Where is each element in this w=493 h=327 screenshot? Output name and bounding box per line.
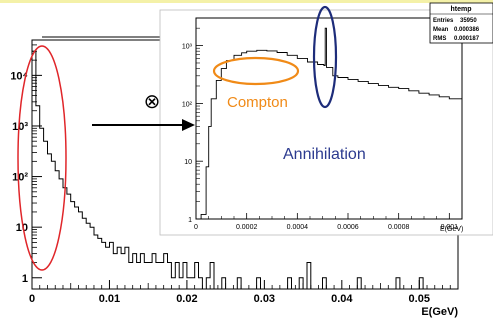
main-y-ticks: 1 10 10² 10³ 10⁴ (10, 39, 42, 285)
inset-chart: 1 10 10² 10³ 0 0.0002 0.0004 0.0006 0.0008 0.001… (182, 2, 493, 233)
main-y-tick-label: 10 (16, 222, 28, 234)
low-energy-ellipse (17, 45, 67, 271)
main-x-tick-label: 0.01 (99, 293, 120, 305)
inset-x-tick-label: 0.0008 (388, 224, 410, 231)
stats-box-frame (429, 2, 493, 44)
top-border (0, 0, 493, 3)
main-histogram-line (31, 50, 424, 289)
cross-symbol: ⊗ (144, 91, 161, 113)
inset-y-tick-label: 10² (182, 101, 193, 108)
stats-entries-label: Entries (433, 18, 454, 24)
inset-x-tick-label: 0 (194, 224, 198, 231)
compton-ellipse (212, 56, 300, 86)
inset-x-tick-label: 0.0004 (287, 224, 309, 231)
main-y-tick-label: 10³ (12, 121, 28, 133)
main-x-tick-label: 0.04 (331, 293, 353, 305)
compton-label: Compton (227, 94, 288, 111)
stats-box: htemp Entries 35950 Mean 0.000386 RMS 0.… (429, 2, 493, 44)
inset-y-tick-label: 1 (188, 217, 192, 224)
annihilation-ellipse (312, 5, 338, 109)
arrow-head (182, 119, 195, 131)
stats-entries-value: 35950 (460, 18, 477, 24)
main-x-ticks: 0 0.01 0.02 0.03 0.04 0.05 (29, 280, 451, 305)
stats-title: htemp (451, 6, 472, 13)
stats-rms-value: 0.000187 (454, 36, 480, 42)
main-y-tick-label: 10² (12, 172, 28, 184)
main-x-tick-label: 0.03 (254, 293, 275, 305)
inset-x-tick-label: 0.0002 (236, 224, 258, 231)
inset-x-ticks: 0 0.0002 0.0004 0.0006 0.0008 0.001 (194, 213, 458, 231)
inset-y-tick-label: 10 (184, 159, 192, 166)
inset-y-ticks: 1 10 10² 10³ (182, 17, 203, 224)
annihilation-label: Annihilation (283, 146, 366, 163)
zoom-arrow: ⊗ (92, 91, 195, 131)
main-x-axis-label: E(GeV) (421, 306, 458, 318)
stats-mean-value: 0.000386 (454, 27, 480, 33)
main-x-tick-label: 0 (29, 293, 35, 305)
inset-x-axis-label: E(GeV) (440, 226, 463, 233)
stats-rms-label: RMS (433, 36, 446, 42)
main-y-tick-label: 1 (22, 273, 28, 285)
main-y-tick-label: 10⁴ (10, 70, 28, 82)
main-x-tick-label: 0.05 (409, 293, 430, 305)
stats-mean-label: Mean (433, 27, 449, 33)
inset-x-tick-label: 0.0006 (337, 224, 359, 231)
main-x-tick-label: 0.02 (176, 293, 197, 305)
inset-x-tick-label: 0.001 (441, 224, 459, 231)
inset-plot-frame (195, 17, 463, 220)
inset-y-tick-label: 10³ (182, 44, 193, 51)
